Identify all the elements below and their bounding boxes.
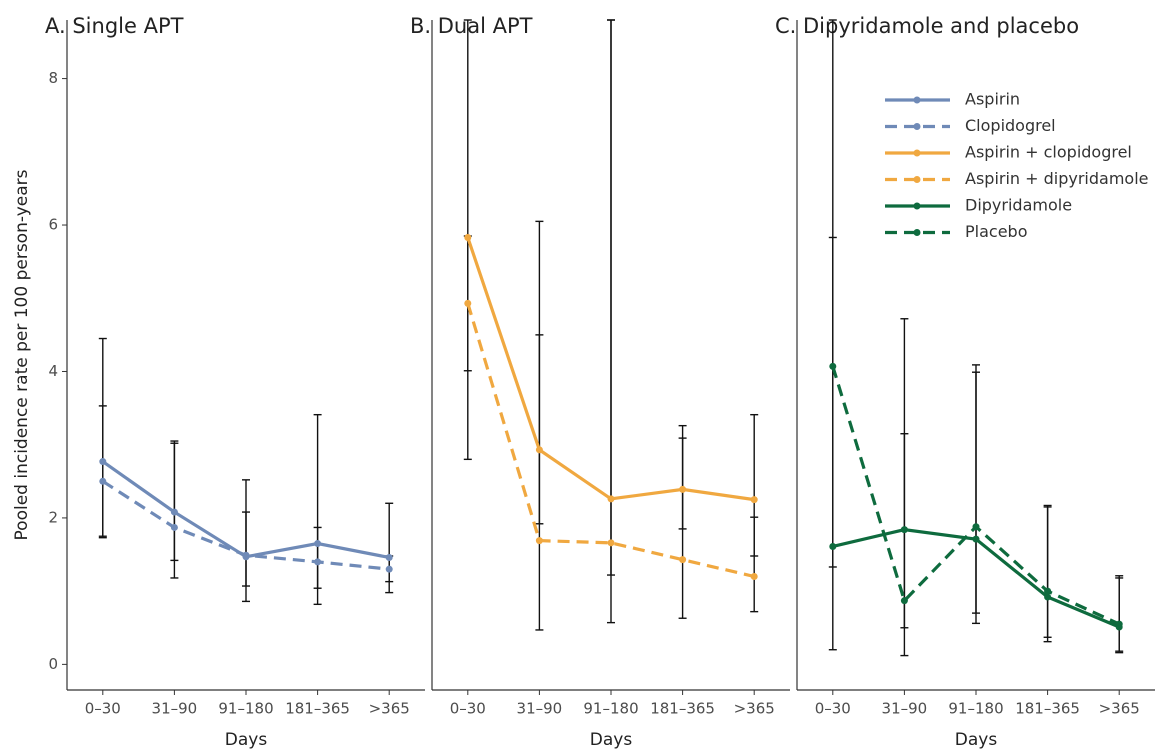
point — [829, 542, 837, 550]
point — [314, 540, 322, 548]
x-tick-label: 181–365 — [285, 700, 350, 718]
error-bar — [535, 220, 544, 631]
point — [1115, 620, 1123, 628]
point — [464, 299, 472, 307]
error-bar — [98, 405, 107, 539]
panel-title: C. Dipyridamole and placebo — [775, 14, 1079, 38]
legend-label: Aspirin — [965, 90, 1020, 109]
point — [464, 233, 472, 241]
point — [900, 526, 908, 534]
x-tick-label: >365 — [734, 700, 775, 718]
point — [750, 573, 758, 581]
point — [385, 553, 393, 561]
x-tick-label: 0–30 — [450, 700, 486, 718]
x-tick-label: 0–30 — [85, 700, 121, 718]
x-axis-label: Days — [225, 730, 268, 750]
legend-point — [913, 176, 921, 183]
point — [900, 597, 908, 605]
legend-point — [913, 123, 921, 130]
legend-point — [913, 149, 921, 157]
point — [242, 551, 250, 559]
legend-label: Dipyridamole — [965, 196, 1072, 215]
point — [385, 565, 393, 573]
x-tick-label: 91–180 — [583, 700, 638, 718]
error-bar — [678, 437, 687, 619]
x-tick-label: 181–365 — [650, 700, 715, 718]
point — [679, 556, 687, 564]
error-bar — [900, 433, 909, 657]
point — [679, 485, 687, 493]
point — [972, 523, 980, 531]
error-bar — [1043, 504, 1052, 638]
y-tick-label: 0 — [48, 655, 58, 673]
x-tick-label: 91–180 — [948, 700, 1003, 718]
y-tick-label: 8 — [48, 69, 58, 87]
point — [535, 537, 543, 545]
point — [829, 362, 837, 370]
legend-label: Placebo — [965, 222, 1027, 241]
error-bar — [242, 511, 250, 587]
x-axis-label: Days — [590, 730, 633, 750]
x-tick-label: 31–90 — [882, 700, 928, 718]
point — [170, 508, 178, 516]
y-tick-label: 6 — [48, 216, 58, 234]
point — [750, 496, 758, 504]
x-axis-label: Days — [955, 730, 998, 750]
point — [535, 446, 543, 454]
x-tick-label: 31–90 — [517, 700, 563, 718]
error-bar — [1115, 575, 1124, 652]
error-bar — [972, 364, 980, 625]
panel-title: A. Single APT — [45, 14, 184, 38]
y-tick-label: 4 — [48, 362, 58, 380]
legend-label: Clopidogrel — [965, 116, 1056, 135]
legend-point — [913, 229, 921, 236]
error-bar — [828, 19, 837, 651]
legend-point — [913, 202, 921, 210]
point — [314, 558, 322, 566]
panel-title: B. Dual APT — [410, 14, 533, 38]
point — [972, 535, 980, 543]
y-axis-label: Pooled incidence rate per 100 person-yea… — [12, 169, 32, 540]
point — [1044, 587, 1052, 595]
error-bar — [385, 555, 394, 594]
legend-point — [913, 96, 921, 104]
x-tick-label: >365 — [369, 700, 410, 718]
legend-label: Aspirin + dipyridamole — [965, 169, 1149, 188]
x-tick-label: 91–180 — [218, 700, 273, 718]
error-bar — [313, 526, 322, 589]
point — [607, 495, 615, 503]
x-tick-label: 31–90 — [152, 700, 198, 718]
x-tick-label: >365 — [1099, 700, 1140, 718]
x-tick-label: 0–30 — [815, 700, 851, 718]
error-bar — [750, 516, 759, 613]
x-tick-label: 181–365 — [1015, 700, 1080, 718]
point — [1044, 593, 1052, 601]
point — [170, 523, 178, 531]
point — [607, 539, 615, 547]
error-bar — [607, 19, 615, 624]
legend-label: Aspirin + clopidogrel — [965, 143, 1132, 162]
y-tick-label: 2 — [48, 508, 58, 526]
point — [99, 477, 107, 485]
point — [99, 458, 107, 466]
